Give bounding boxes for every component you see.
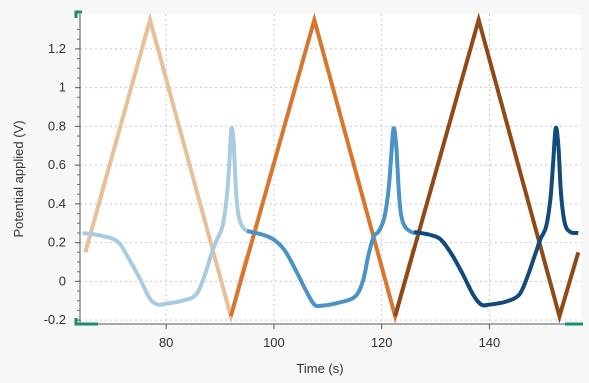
x-tick-label: 80: [159, 335, 173, 350]
y-tick-label: 0.2: [48, 235, 66, 250]
y-tick-label: 0: [59, 273, 66, 288]
x-axis-label: Time (s): [296, 361, 343, 376]
y-tick-label: 1: [59, 80, 66, 95]
y-tick-label: 0.8: [48, 118, 66, 133]
y-tick-label: 0.6: [48, 157, 66, 172]
axes: 80 100 120 140 -0.2 0 0.2 0.4 0.6 0.8 1 1.2: [44, 14, 581, 350]
series-line-5: [246, 126, 420, 309]
y-tick-label: 1.2: [48, 41, 66, 56]
x-tick-label: 140: [479, 335, 501, 350]
y-axis-top-handle[interactable]: [74, 10, 82, 18]
series-group: [82, 12, 581, 324]
y-tick-label: 0.4: [48, 196, 66, 211]
y-axis-label: Potential applied (V): [11, 120, 26, 237]
x-tick-label: 120: [371, 335, 393, 350]
series-line-3: [393, 12, 581, 324]
plot-area: [80, 14, 581, 324]
y-tick-label: -0.2: [44, 312, 66, 327]
axis-handles[interactable]: [74, 10, 583, 326]
series-line-6: [413, 125, 579, 308]
series-line-4: [82, 125, 254, 307]
x-tick-label: 100: [263, 335, 285, 350]
